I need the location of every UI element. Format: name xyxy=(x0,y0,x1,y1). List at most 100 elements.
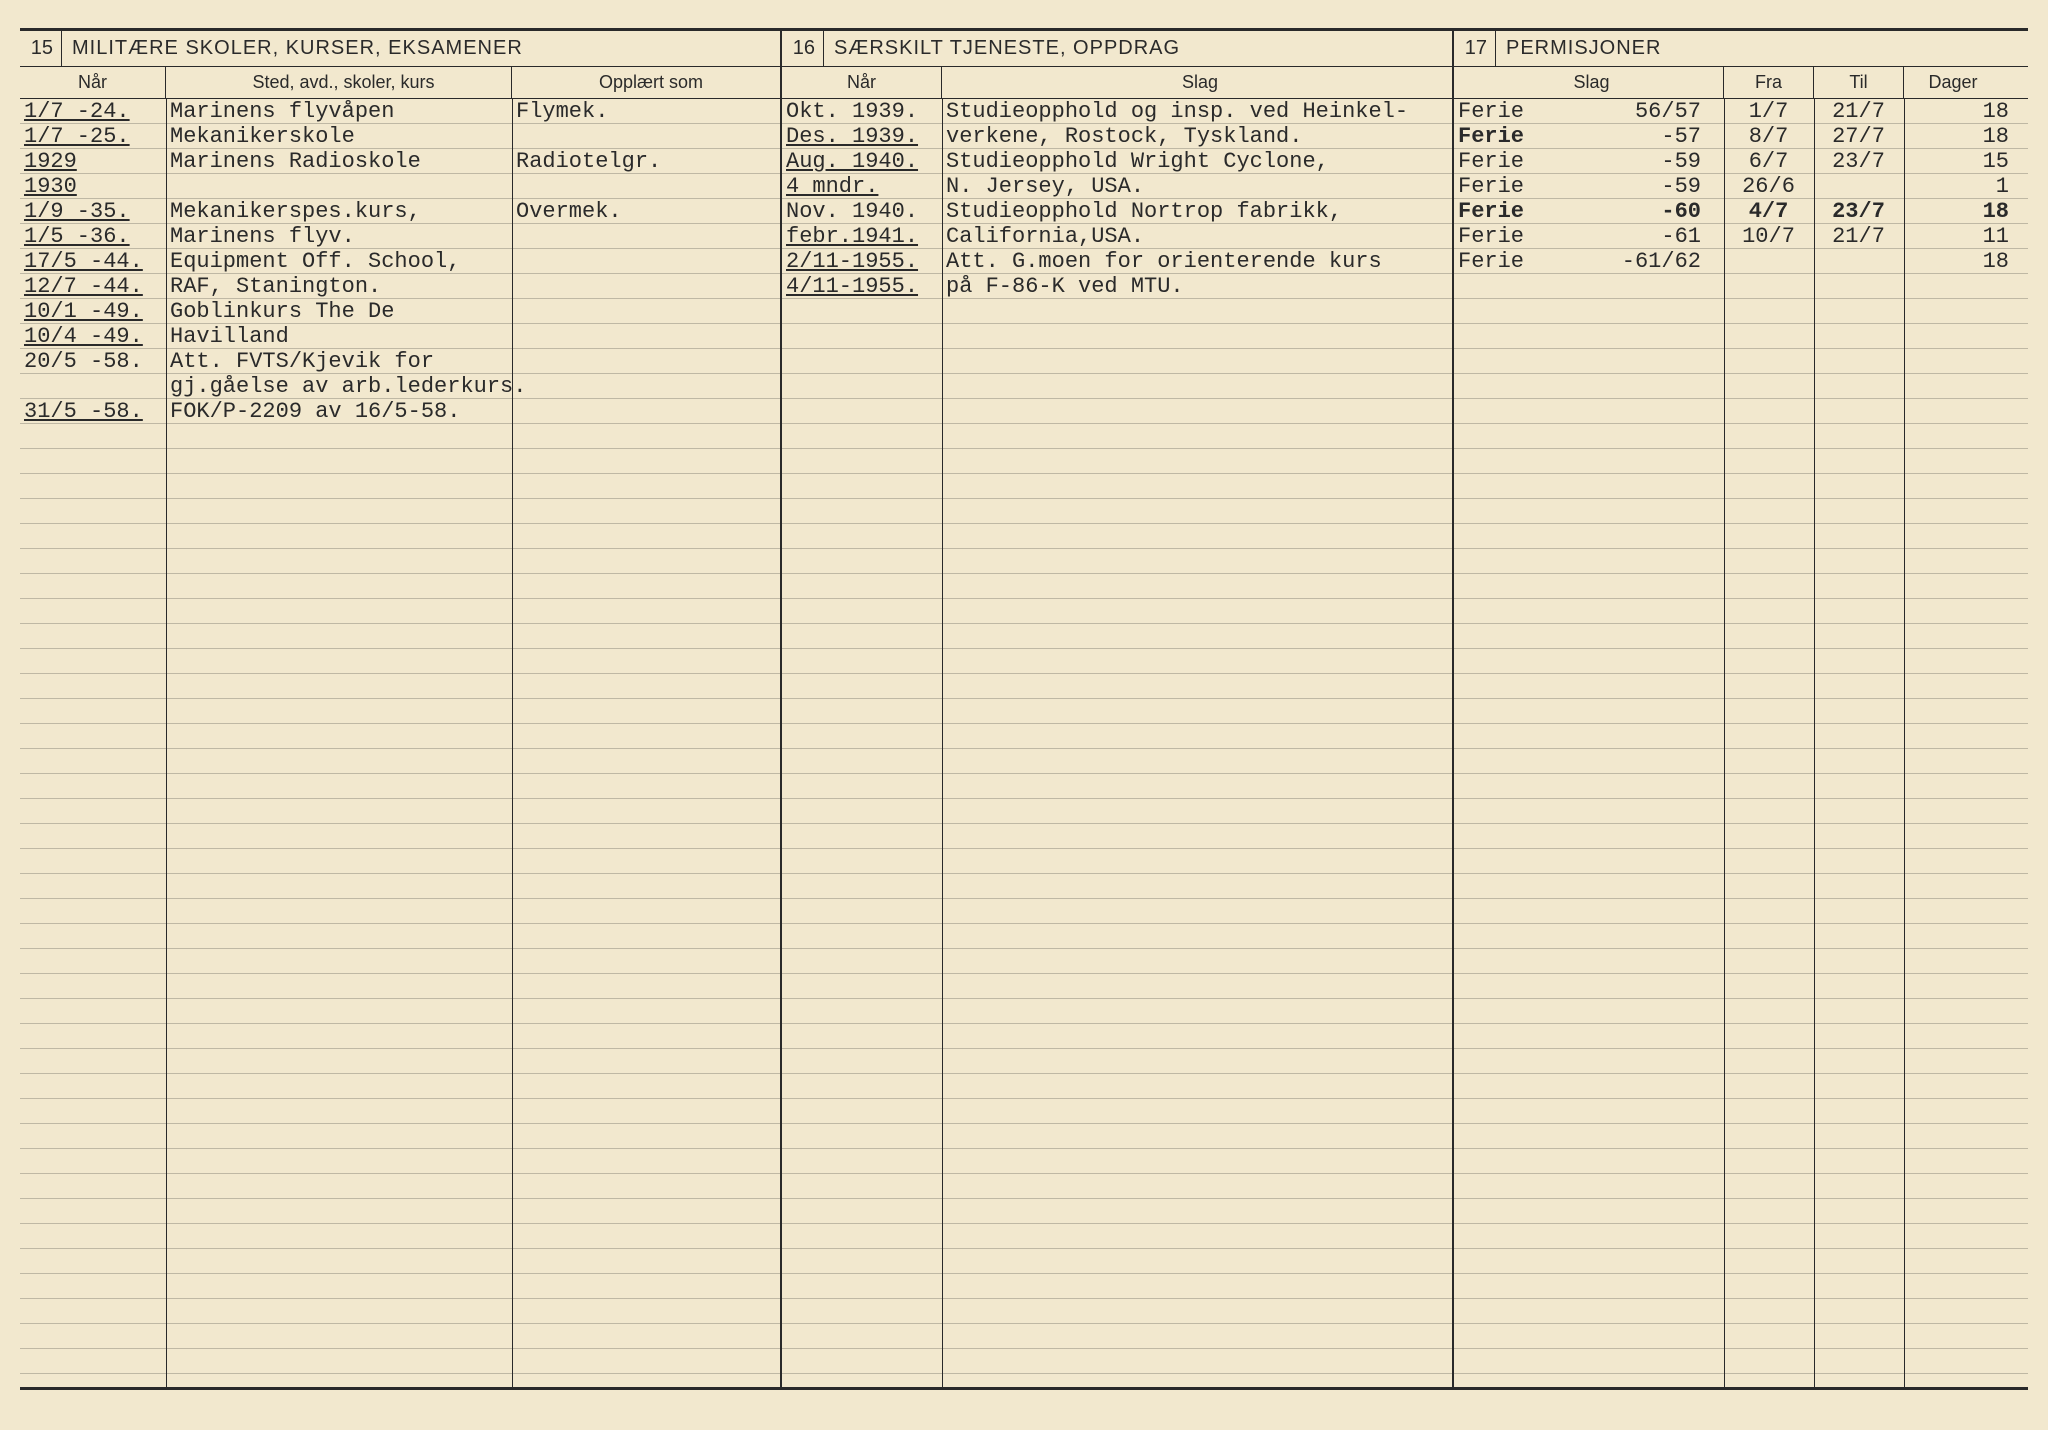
cell-when: 2/11-1955. xyxy=(782,249,942,274)
section-17-rows: Ferie56/571/721/718Ferie-578/727/718Feri… xyxy=(1454,99,2028,1387)
col-fra-17: Fra xyxy=(1724,67,1814,98)
section-17-header: 17 PERMISJONER xyxy=(1454,31,2028,67)
cell-when: Aug. 1940. xyxy=(782,149,942,174)
section-16-number: 16 xyxy=(782,31,824,66)
cell-dager: 1 xyxy=(1904,174,2014,199)
cell-when: 31/5 -58. xyxy=(20,399,166,424)
cell-when: Des. 1939. xyxy=(782,124,942,149)
cell-dager: 15 xyxy=(1904,149,2014,174)
slag-left: Ferie xyxy=(1458,174,1524,199)
cell-trained-as: Overmek. xyxy=(512,199,780,224)
cell-when: Nov. 1940. xyxy=(782,199,942,224)
cell-place: Marinens flyvåpen xyxy=(166,99,512,124)
table-row: 1/9 -35.Mekanikerspes.kurs,Overmek. xyxy=(20,199,780,224)
cell-when: 4 mndr. xyxy=(782,174,942,199)
cell-fra: 10/7 xyxy=(1724,224,1814,249)
cell-when: febr.1941. xyxy=(782,224,942,249)
table-row: Des. 1939.verkene, Rostock, Tyskland. xyxy=(782,124,1452,149)
slag-right: -59 xyxy=(1661,149,1701,174)
section-17: 17 PERMISJONER Slag Fra Til Dager Ferie5… xyxy=(1454,31,2028,1387)
cell-slag: verkene, Rostock, Tyskland. xyxy=(942,124,1452,149)
table-row: Okt. 1939.Studieopphold og insp. ved Hei… xyxy=(782,99,1452,124)
section-16-title: SÆRSKILT TJENESTE, OPPDRAG xyxy=(824,37,1180,60)
cell-when: Okt. 1939. xyxy=(782,99,942,124)
cell-place: Marinens Radioskole xyxy=(166,149,512,174)
table-row: Nov. 1940.Studieopphold Nortrop fabrikk, xyxy=(782,199,1452,224)
cell-til: 21/7 xyxy=(1814,224,1904,249)
cell-place: Att. FVTS/Kjevik for xyxy=(166,349,512,374)
cell-til: 21/7 xyxy=(1814,99,1904,124)
table-row: Aug. 1940. Studieopphold Wright Cyclone, xyxy=(782,149,1452,174)
cell-when: 1/5 -36. xyxy=(20,224,166,249)
slag-left: Ferie xyxy=(1458,199,1524,224)
cell-dager: 18 xyxy=(1904,199,2014,224)
section-16-rows: Okt. 1939.Studieopphold og insp. ved Hei… xyxy=(782,99,1452,1387)
table-row: 20/5 -58.Att. FVTS/Kjevik for xyxy=(20,349,780,374)
cell-dager: 18 xyxy=(1904,124,2014,149)
section-16: 16 SÆRSKILT TJENESTE, OPPDRAG Når Slag O… xyxy=(782,31,1454,1387)
cell-trained-as: Flymek. xyxy=(512,99,780,124)
cell-place: Mekanikerskole xyxy=(166,124,512,149)
cell-when: 1/9 -35. xyxy=(20,199,166,224)
col-place: Sted, avd., skoler, kurs xyxy=(166,67,512,98)
table-row: febr.1941.California,USA. xyxy=(782,224,1452,249)
cell-when: 1930 xyxy=(20,174,166,199)
table-row: Ferie56/571/721/718 xyxy=(1454,99,2028,124)
table-row: Ferie-604/723/718 xyxy=(1454,199,2028,224)
cell-place: Havilland xyxy=(166,324,512,349)
slag-left: Ferie xyxy=(1458,99,1524,124)
slag-left: Ferie xyxy=(1458,224,1524,249)
table-row: 1929Marinens RadioskoleRadiotelgr. xyxy=(20,149,780,174)
slag-right: -59 xyxy=(1661,174,1701,199)
cell-when: 12/7 -44. xyxy=(20,274,166,299)
cell-slag: Att. G.moen for orienterende kurs xyxy=(942,249,1452,274)
cell-slag: Ferie -59 xyxy=(1454,149,1724,174)
cell-fra: 8/7 xyxy=(1724,124,1814,149)
col-trained-as: Opplært som xyxy=(512,67,780,98)
slag-right: -57 xyxy=(1661,124,1701,149)
cell-fra: 4/7 xyxy=(1724,199,1814,224)
slag-right: 56/57 xyxy=(1635,99,1701,124)
table-row: 1930 xyxy=(20,174,780,199)
cell-slag: Ferie 56/57 xyxy=(1454,99,1724,124)
cell-til: 23/7 xyxy=(1814,199,1904,224)
cell-slag: Ferie -61 xyxy=(1454,224,1724,249)
table-row: 1/7 -24.Marinens flyvåpenFlymek. xyxy=(20,99,780,124)
table-row: 12/7 -44.RAF, Stanington. xyxy=(20,274,780,299)
section-17-number: 17 xyxy=(1454,31,1496,66)
cell-slag: Ferie-57 xyxy=(1454,124,1724,149)
table-row: 1/7 -25.Mekanikerskole xyxy=(20,124,780,149)
record-card: 15 MILITÆRE SKOLER, KURSER, EKSAMENER Nå… xyxy=(20,28,2028,1390)
section-16-header: 16 SÆRSKILT TJENESTE, OPPDRAG xyxy=(782,31,1452,67)
slag-left: Ferie xyxy=(1458,149,1524,174)
section-16-colheads: Når Slag xyxy=(782,67,1452,99)
cell-place: RAF, Stanington. xyxy=(166,274,512,299)
slag-right: -61 xyxy=(1661,224,1701,249)
cell-til: 23/7 xyxy=(1814,149,1904,174)
cell-fra: 6/7 xyxy=(1724,149,1814,174)
slag-left: Ferie xyxy=(1458,249,1524,274)
col-til-17: Til xyxy=(1814,67,1904,98)
cell-place: Marinens flyv. xyxy=(166,224,512,249)
cell-when: 20/5 -58. xyxy=(20,349,166,374)
cell-slag: Studieopphold Nortrop fabrikk, xyxy=(942,199,1452,224)
cell-fra: 1/7 xyxy=(1724,99,1814,124)
cell-place: FOK/P-2209 av 16/5-58. xyxy=(166,399,512,424)
section-15: 15 MILITÆRE SKOLER, KURSER, EKSAMENER Nå… xyxy=(20,31,782,1387)
cell-when: 17/5 -44. xyxy=(20,249,166,274)
cell-when: 1929 xyxy=(20,149,166,174)
cell-slag: Studieopphold Wright Cyclone, xyxy=(942,149,1452,174)
cell-trained-as: Radiotelgr. xyxy=(512,149,780,174)
cell-when: 4/11-1955. xyxy=(782,274,942,299)
col-type-16: Slag xyxy=(942,67,1452,98)
table-row: 10/1 -49.Goblinkurs The De xyxy=(20,299,780,324)
table-row: gj.gåelse av arb.lederkurs. xyxy=(20,374,780,399)
cell-slag: Ferie -61/62 xyxy=(1454,249,1724,274)
cell-dager: 18 xyxy=(1904,249,2014,274)
cell-place: gj.gåelse av arb.lederkurs. xyxy=(166,374,512,399)
cell-when: 1/7 -25. xyxy=(20,124,166,149)
col-dager-17: Dager xyxy=(1904,67,2014,98)
cell-place: Goblinkurs The De xyxy=(166,299,512,324)
cell-slag: N. Jersey, USA. xyxy=(942,174,1452,199)
slag-right: -61/62 xyxy=(1622,249,1701,274)
